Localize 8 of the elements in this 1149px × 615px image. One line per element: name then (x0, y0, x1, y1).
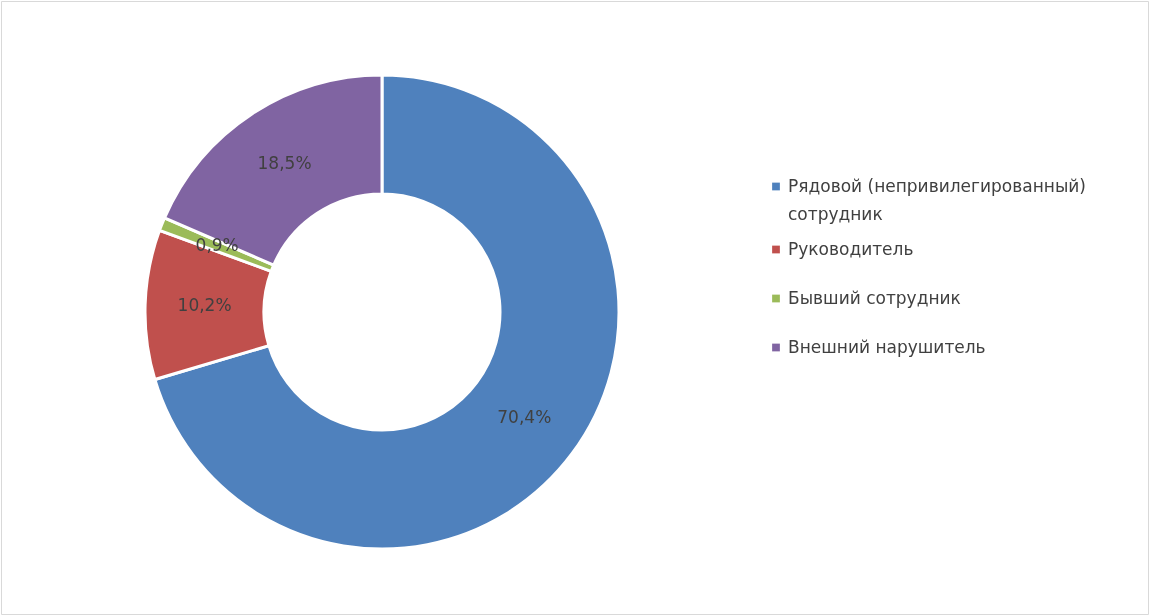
legend-label: Рядовой (непривилегированный) сотрудник (788, 175, 1086, 224)
legend-label: Руководитель (788, 238, 914, 259)
data-label: 70,4% (497, 407, 552, 428)
data-label: 10,2% (177, 295, 232, 316)
legend-label: Бывший сотрудник (788, 287, 961, 308)
data-label: 0,9% (195, 235, 239, 256)
legend-label: Внешний нарушитель (788, 336, 986, 357)
data-label: 18,5% (257, 152, 312, 173)
